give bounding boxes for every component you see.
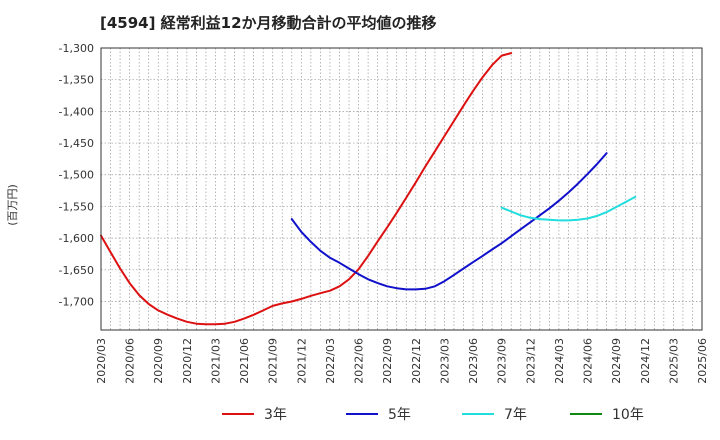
x-tick-label: 2025/06 <box>696 338 709 384</box>
legend-label-7年: 7年 <box>504 407 527 423</box>
grid-layer <box>100 47 703 330</box>
series-line-3年 <box>100 52 513 326</box>
series-layer <box>100 52 637 326</box>
legend-label-10年: 10年 <box>612 407 644 423</box>
y-tick-label: -1,650 <box>59 264 94 277</box>
x-tick-label: 2020/12 <box>181 338 194 384</box>
y-tick-label: -1,700 <box>59 295 94 308</box>
y-tick-label: -1,300 <box>59 42 94 55</box>
x-tick-label: 2023/12 <box>524 338 537 384</box>
x-tick-label: 2024/06 <box>582 338 595 384</box>
x-tick-label: 2025/03 <box>667 338 680 384</box>
y-tick-label: -1,550 <box>59 200 94 213</box>
y-tick-label: -1,400 <box>59 105 94 118</box>
x-tick-label: 2021/12 <box>295 338 308 384</box>
x-tick-label: 2023/03 <box>438 338 451 384</box>
x-tick-label: 2022/09 <box>381 338 394 384</box>
y-tick-label: -1,450 <box>59 137 94 150</box>
series-line-7年 <box>500 195 637 222</box>
plot-frame <box>100 47 703 331</box>
x-tick-label: 2024/09 <box>610 338 623 384</box>
x-tick-label: 2020/09 <box>152 338 165 384</box>
x-tick-label: 2021/03 <box>209 338 222 384</box>
x-tick-label: 2022/12 <box>410 338 423 384</box>
x-tick-label: 2024/12 <box>639 338 652 384</box>
y-axis-label: (百万円) <box>6 184 19 226</box>
x-tick-label: 2022/06 <box>353 338 366 384</box>
chart-title: [4594] 経常利益12か月移動合計の平均値の推移 <box>100 14 437 32</box>
x-tick-label: 2021/09 <box>267 338 280 384</box>
series-line-5年 <box>290 152 608 291</box>
x-tick-label: 2020/03 <box>95 338 108 384</box>
legend-label-5年: 5年 <box>388 407 411 423</box>
x-tick-label: 2023/06 <box>467 338 480 384</box>
frame-layer <box>100 47 703 331</box>
x-tick-labels: 2020/03 2020/06 2020/09 2020/12 2021/03 2021/… <box>95 338 709 384</box>
y-tick-labels: -1,300 -1,350 -1,400 -1,450 -1,500 -1,550 -1,6… <box>59 42 94 308</box>
x-tick-label: 2024/03 <box>553 338 566 384</box>
x-tick-label: 2020/06 <box>124 338 137 384</box>
y-tick-label: -1,600 <box>59 232 94 245</box>
y-tick-label: -1,350 <box>59 74 94 87</box>
x-tick-label: 2021/06 <box>238 338 251 384</box>
legend: 3年 5年 7年 10年 <box>222 407 644 423</box>
legend-label-3年: 3年 <box>264 407 287 423</box>
x-tick-label: 2022/03 <box>324 338 337 384</box>
x-tick-label: 2023/09 <box>496 338 509 384</box>
y-tick-label: -1,500 <box>59 169 94 182</box>
